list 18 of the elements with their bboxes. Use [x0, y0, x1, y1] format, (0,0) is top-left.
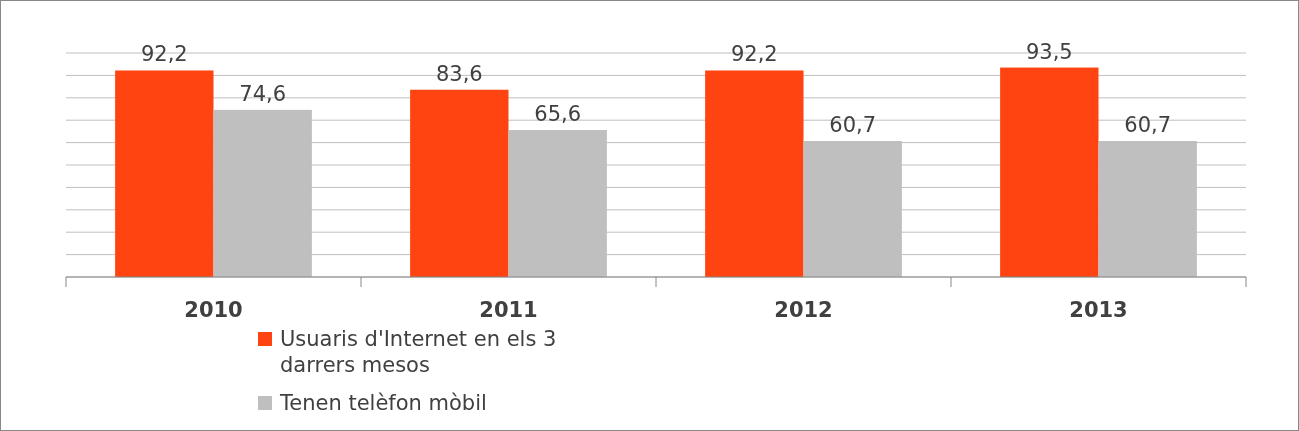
data-label: 93,5: [1025, 39, 1073, 64]
legend-label: Usuaris d'Internet en els 3 darrers mesos: [280, 327, 557, 377]
data-label: 60,7: [1124, 113, 1172, 138]
data-label: 92,2: [730, 42, 778, 67]
bar: [1000, 67, 1099, 277]
legend-label: Tenen telèfon mòbil: [279, 391, 487, 415]
x-tick-label: 2013: [1069, 298, 1128, 322]
x-tick-label: 2012: [774, 298, 833, 322]
x-tick-label: 2011: [479, 298, 538, 322]
bar: [705, 70, 804, 277]
data-label: 60,7: [829, 113, 877, 138]
data-label: 74,6: [239, 81, 287, 106]
bar: [410, 89, 509, 277]
data-label: 92,2: [140, 42, 188, 67]
data-label: 83,6: [435, 61, 483, 86]
data-label: 65,6: [534, 102, 582, 127]
bar: [115, 70, 214, 277]
x-tick-label: 2010: [184, 298, 243, 322]
